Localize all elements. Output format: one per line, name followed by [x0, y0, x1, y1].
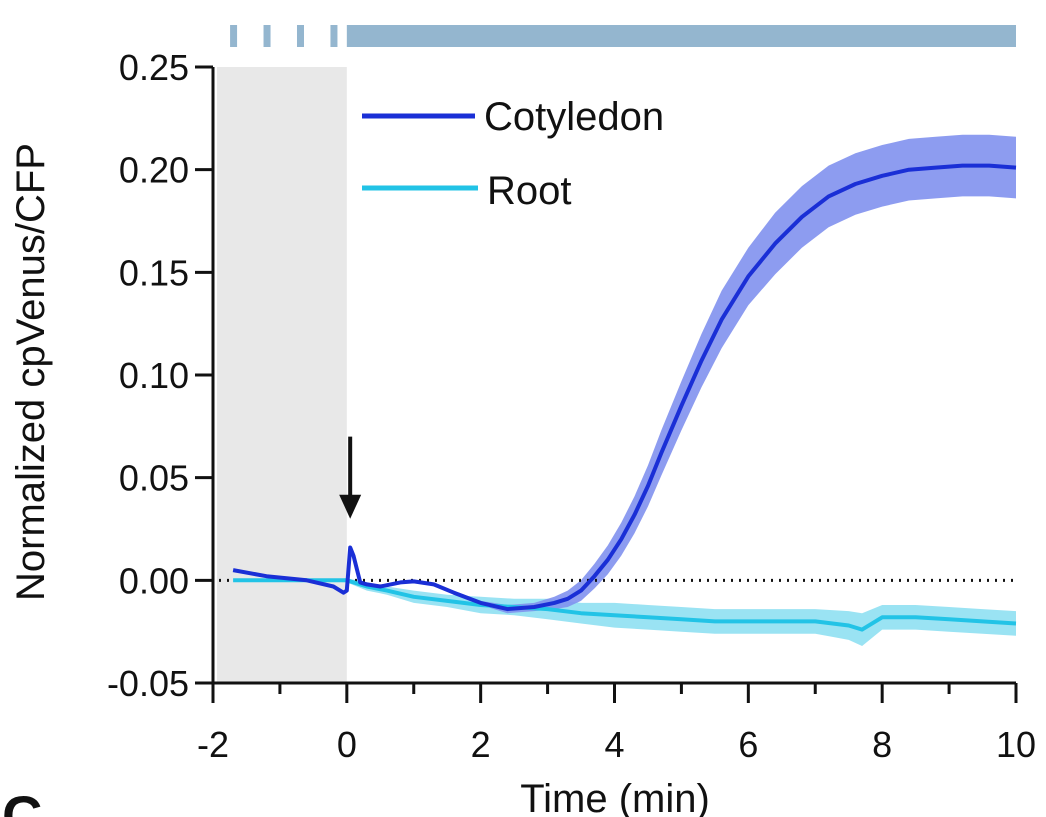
legend-label-cotyledon: Cotyledon — [484, 95, 664, 139]
legend: Cotyledon Root — [362, 95, 664, 213]
stimulus-bar — [230, 25, 1016, 47]
series-line-root — [233, 578, 1017, 632]
x-axis: -2 0 2 4 6 8 10 — [197, 681, 1036, 765]
y-tick-label: 0.00 — [119, 560, 189, 601]
stimulus-pulse-4 — [330, 25, 338, 47]
shaded-region — [217, 67, 347, 683]
panel-letter: C — [2, 784, 42, 817]
y-tick-label: 0.10 — [119, 355, 189, 396]
y-tick-label: 0.15 — [119, 252, 189, 293]
error-bands — [233, 134, 1017, 646]
x-tick-label: 10 — [996, 724, 1036, 765]
y-tick-label: -0.05 — [107, 663, 189, 704]
y-tick-label: 0.05 — [119, 458, 189, 499]
series-line-cotyledon — [232, 163, 1017, 612]
y-axis: -0.05 0.00 0.05 0.10 0.15 0.20 0.25 — [107, 47, 215, 704]
arrow-head — [339, 494, 362, 519]
x-tick-label: 0 — [337, 724, 357, 765]
arrow-annotation — [339, 436, 362, 519]
x-tick-label: 6 — [738, 724, 758, 765]
stimulus-pulse-3 — [296, 25, 304, 47]
y-tick-label: 0.20 — [119, 150, 189, 191]
stimulus-pulse-1 — [230, 25, 238, 47]
stimulus-pulse-2 — [263, 25, 271, 47]
x-tick-label: 8 — [872, 724, 892, 765]
y-axis-title: Normalized cpVenus/CFP — [9, 143, 53, 601]
error-band-cotyledon — [233, 134, 1017, 614]
y-tick-label: 0.25 — [119, 47, 189, 88]
error-band-root — [233, 578, 1017, 646]
series-lines — [232, 163, 1017, 632]
x-tick-label: 4 — [604, 724, 624, 765]
legend-label-root: Root — [487, 169, 572, 213]
stimulus-continuous — [346, 25, 1016, 47]
x-tick-label: 2 — [471, 724, 491, 765]
x-axis-title: Time (min) — [520, 777, 710, 817]
x-tick-label: -2 — [197, 724, 229, 765]
